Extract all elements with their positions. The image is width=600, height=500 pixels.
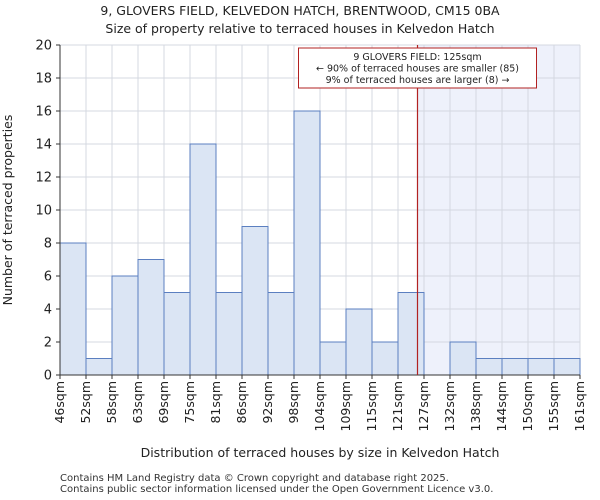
y-tick-label: 16 [35,105,52,120]
x-tick-label-81sqm: 81sqm [208,381,223,424]
bar-121sqm [397,292,425,376]
x-tick-label-115sqm: 115sqm [364,381,379,431]
x-tick-label-155sqm: 155sqm [546,381,561,431]
bar-138sqm [475,358,503,376]
y-tick-label: 2 [44,336,52,351]
footer-line-1: Contains HM Land Registry data © Crown c… [60,473,449,484]
x-tick-label-121sqm: 121sqm [390,381,405,431]
x-tick-label-58sqm: 58sqm [104,381,119,424]
bar-132sqm [449,341,477,376]
x-tick-label-69sqm: 69sqm [156,381,171,424]
x-tick-label-92sqm: 92sqm [260,381,275,424]
y-tick-label: 12 [35,171,52,186]
annotation-box [298,47,537,89]
x-axis-label: Distribution of terraced houses by size … [141,445,500,460]
y-axis-label: Number of terraced properties [0,115,15,306]
bar-109sqm [345,308,373,376]
x-tick-label-127sqm: 127sqm [416,381,431,431]
x-tick-label-86sqm: 86sqm [234,381,249,424]
x-tick-label-144sqm: 144sqm [494,381,509,431]
y-tick-label: 10 [35,204,52,219]
x-tick-label-75sqm: 75sqm [182,381,197,424]
x-tick-label-132sqm: 132sqm [442,381,457,431]
chart-subtitle: Size of property relative to terraced ho… [105,21,495,36]
annotation-line-1: 9 GLOVERS FIELD: 125sqm [353,52,481,63]
bar-150sqm [527,358,555,376]
x-tick-label-161sqm: 161sqm [572,381,587,431]
x-tick-label-52sqm: 52sqm [78,381,93,424]
x-tick-label-150sqm: 150sqm [520,381,535,431]
bar-58sqm [111,275,139,376]
bar-144sqm [501,358,529,376]
footer-line-2: Contains public sector information licen… [60,484,494,495]
bar-46sqm [59,242,87,376]
annotation-line-2: ← 90% of terraced houses are smaller (85… [316,64,519,75]
x-tick-label-63sqm: 63sqm [130,381,145,424]
bar-155sqm [553,358,581,376]
bar-92sqm [267,292,295,376]
x-tick-label-46sqm: 46sqm [52,381,67,424]
bar-63sqm [137,259,165,376]
bar-75sqm [189,143,217,376]
y-tick-label: 8 [44,237,52,252]
chart-title: 9, GLOVERS FIELD, KELVEDON HATCH, BRENTW… [100,3,500,18]
bar-98sqm [293,110,321,376]
y-tick-label: 18 [35,72,52,87]
x-tick-label-104sqm: 104sqm [312,381,327,431]
bar-81sqm [215,292,243,376]
y-tick-label: 6 [44,270,52,285]
y-tick-label: 14 [35,138,52,153]
y-tick-label: 0 [44,369,52,384]
y-tick-label: 20 [35,39,52,54]
y-tick-label: 4 [44,303,52,318]
annotation-line-3: 9% of terraced houses are larger (8) → [326,75,510,86]
bar-104sqm [319,341,347,376]
x-tick-label-138sqm: 138sqm [468,381,483,431]
bar-86sqm [241,226,269,376]
x-tick-label-109sqm: 109sqm [338,381,353,431]
bar-69sqm [163,292,191,376]
bar-52sqm [85,358,113,376]
bar-115sqm [371,341,399,376]
x-tick-label-98sqm: 98sqm [286,381,301,424]
